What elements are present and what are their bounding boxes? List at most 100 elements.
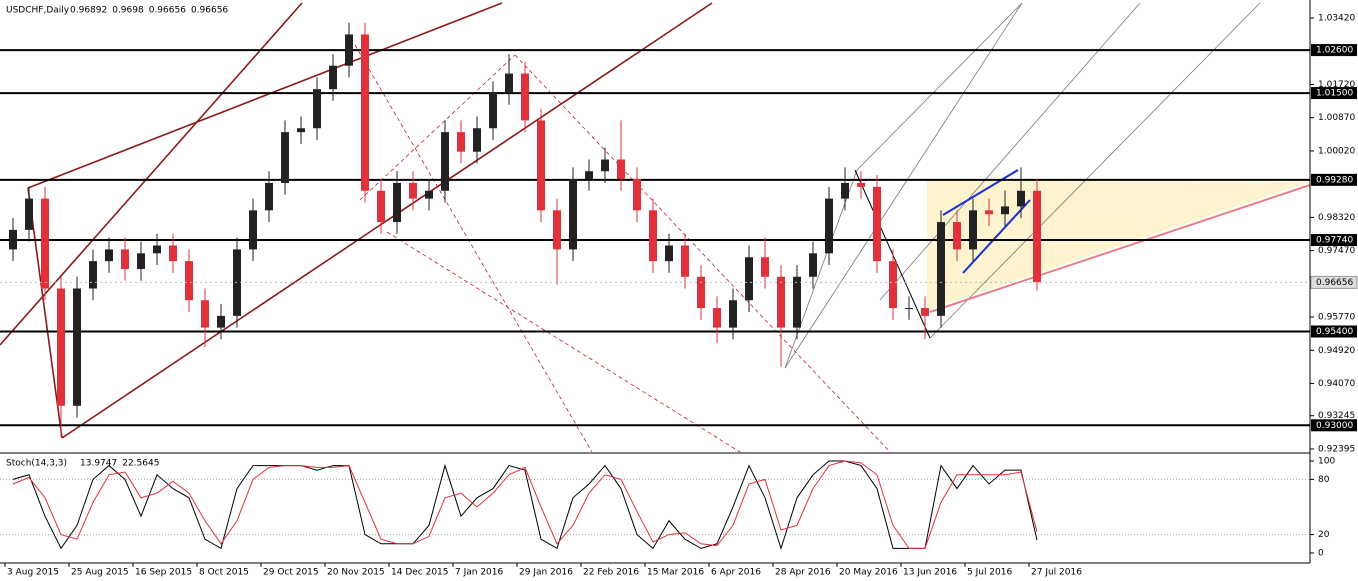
candle-body: [185, 261, 193, 301]
candle-body: [793, 276, 801, 328]
candle-body: [297, 128, 305, 133]
x-tick-label: 29 Jan 2016: [519, 568, 573, 578]
level-label: 0.97740: [1316, 236, 1353, 246]
wedge-line: [942, 169, 1019, 216]
y-tick-label: 80: [1318, 475, 1330, 485]
candle-body: [169, 245, 177, 262]
candle-body: [633, 179, 641, 211]
candle-body: [137, 253, 145, 269]
y-tick-label: 1.01720: [1318, 80, 1355, 90]
indicator-title: Stoch(14,3,3): [6, 459, 67, 469]
support-line: [929, 184, 1311, 313]
candle-body: [889, 261, 897, 309]
candle-body: [489, 93, 497, 129]
x-tick-label: 6 Apr 2016: [711, 568, 761, 578]
candle-body: [713, 308, 721, 328]
candle-body: [361, 34, 369, 191]
candle-body: [25, 198, 33, 230]
candle-body: [729, 300, 737, 328]
candle-body: [1001, 206, 1009, 215]
candle-body: [345, 34, 353, 66]
candle-body: [745, 257, 753, 301]
level-box: [1311, 234, 1357, 247]
candle-body: [665, 245, 673, 262]
last-price-box: [1310, 275, 1358, 289]
x-tick-label: 5 Jul 2016: [967, 568, 1012, 578]
candle-body: [377, 190, 385, 223]
candle-body: [537, 120, 545, 211]
x-tick-label: 22 Feb 2016: [583, 568, 639, 578]
x-tick-label: 14 Dec 2015: [391, 568, 449, 578]
level-box: [1311, 87, 1357, 100]
candle-body: [777, 276, 785, 328]
candle-body: [521, 73, 529, 121]
candle-body: [569, 179, 577, 250]
candle-body: [809, 253, 817, 277]
y-tick-label: 0.98320: [1318, 213, 1355, 223]
channel-line: [27, 2, 503, 189]
level-label: 0.99280: [1316, 175, 1353, 185]
candle-body: [121, 249, 129, 269]
header-value: 0.96892: [70, 6, 107, 16]
candle-body: [89, 261, 97, 289]
candle-body: [329, 65, 337, 90]
candle-body: [953, 222, 961, 250]
y-tick-label: 100: [1318, 456, 1335, 466]
candle-body: [9, 229, 17, 250]
candle-body: [841, 182, 849, 199]
candle-body: [681, 245, 689, 277]
triangle-zone: [927, 180, 1310, 310]
candle-body: [601, 159, 609, 172]
candle-body: [409, 182, 417, 199]
x-tick-label: 13 Jun 2016: [903, 568, 957, 578]
candle-body: [505, 73, 513, 94]
candle-body: [649, 210, 657, 262]
x-tick-label: 16 Sep 2015: [135, 568, 192, 578]
x-tick-label: 20 Nov 2015: [327, 568, 385, 578]
y-tick-label: 1.00020: [1318, 146, 1355, 156]
stoch-line: [12, 460, 1038, 549]
level-box: [1311, 173, 1357, 186]
candle-body: [921, 308, 929, 316]
candle-body: [969, 210, 977, 250]
dashed-line: [386, 231, 741, 453]
candle-body: [697, 276, 705, 309]
channel-line: [0, 2, 303, 346]
y-tick-label: 0.92395: [1318, 444, 1355, 454]
x-tick-label: 3 Aug 2015: [7, 568, 59, 578]
candle-body: [825, 198, 833, 254]
candle-body: [553, 210, 561, 250]
level-label: 0.95400: [1316, 327, 1353, 337]
y-tick-label: 0.94070: [1318, 379, 1355, 389]
channel-line: [61, 2, 713, 439]
candle-body: [857, 182, 865, 187]
wedge-line: [962, 199, 1031, 274]
candle-body: [585, 171, 593, 180]
header-value: 0.96656: [191, 6, 228, 16]
level-label: 0.93000: [1316, 421, 1353, 431]
grey-line: [856, 2, 1023, 171]
channel-line: [27, 187, 63, 439]
level-label: 1.02600: [1316, 46, 1353, 56]
y-tick-label: 1.03420: [1318, 14, 1355, 24]
candle-body: [201, 300, 209, 328]
candle-body: [985, 210, 993, 215]
dashed-line: [359, 54, 516, 201]
dashed-line: [514, 54, 891, 453]
candle-body: [393, 182, 401, 223]
stoch-line: [12, 460, 1038, 551]
candle-body: [57, 288, 65, 406]
candle-body: [457, 132, 465, 152]
candle-body: [425, 190, 433, 199]
level-box: [1311, 325, 1357, 338]
x-tick-label: 20 May 2016: [839, 568, 898, 578]
candle-body: [41, 198, 49, 289]
x-tick-label: 29 Oct 2015: [263, 568, 319, 578]
candle-body: [249, 210, 257, 250]
x-tick-label: 7 Jan 2016: [455, 568, 503, 578]
candle-body: [105, 249, 113, 262]
header-value: 22.5645: [122, 459, 159, 469]
pitchfork: [354, 44, 891, 453]
dashed-line: [354, 44, 593, 453]
